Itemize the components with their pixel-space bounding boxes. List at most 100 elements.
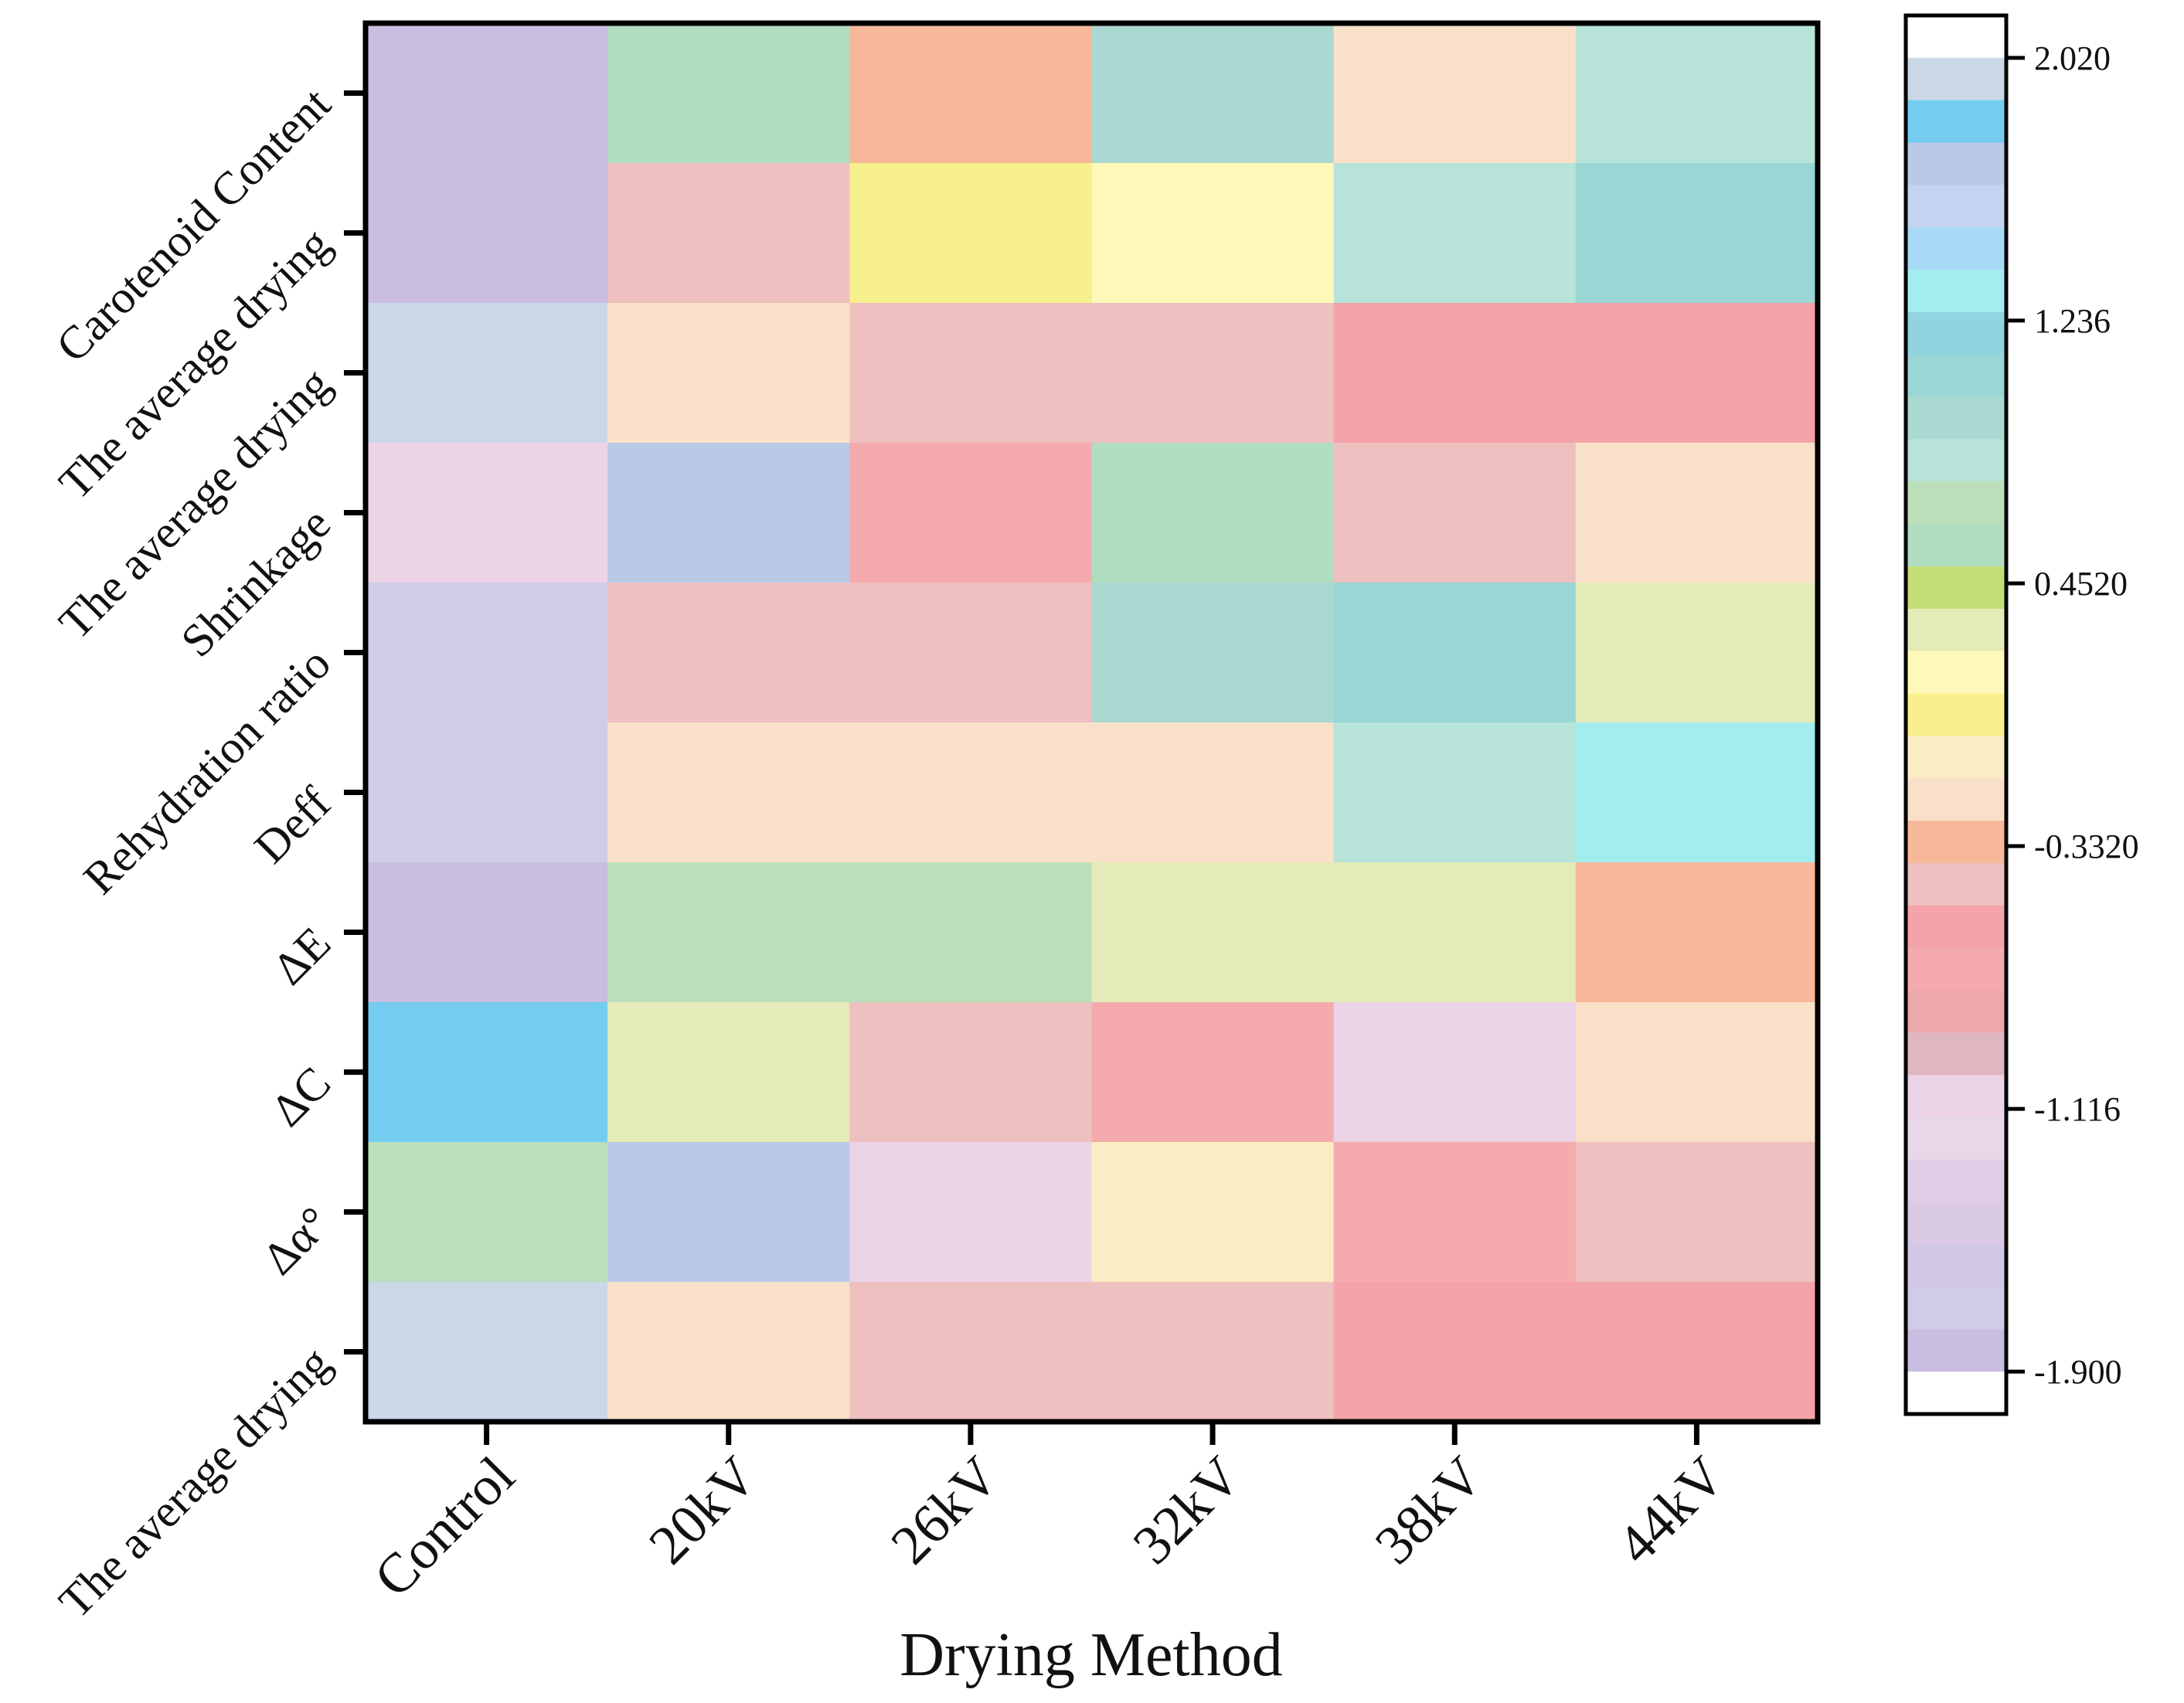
- heatmap-cell: [1333, 163, 1577, 304]
- heatmap-cell: [849, 1142, 1093, 1283]
- heatmap-cell: [607, 1282, 850, 1423]
- colorbar-frame: [1903, 13, 2009, 1416]
- heatmap-cell: [1575, 303, 1818, 444]
- colorbar-band: [1906, 311, 2006, 355]
- colorbar-band: [1906, 736, 2006, 779]
- colorbar-band: [1906, 524, 2006, 567]
- y-tick-label: The average drying: [49, 1337, 340, 1627]
- heatmap-cell: [1333, 862, 1577, 1003]
- heatmap-cell: [1333, 1282, 1577, 1423]
- colorbar-band: [1906, 57, 2006, 101]
- heatmap-cell: [607, 1142, 850, 1283]
- heatmap-cell: [849, 583, 1093, 723]
- x-tick-label: 20kV: [637, 1445, 768, 1576]
- x-tick-label: 44kV: [1605, 1445, 1737, 1576]
- colorbar-band: [1906, 566, 2006, 610]
- heatmap-cell: [849, 163, 1093, 304]
- heatmap-cell: [1575, 722, 1818, 863]
- heatmap-cell: [1091, 303, 1335, 444]
- colorbar-band: [1906, 862, 2006, 906]
- heatmap-cell: [607, 23, 850, 164]
- heatmap-cell: [1091, 1002, 1335, 1143]
- x-tick-label: 38kV: [1363, 1445, 1495, 1576]
- colorbar-band: [1906, 185, 2006, 228]
- colorbar-band: [1906, 1372, 2006, 1415]
- colorbar-band: [1906, 651, 2006, 695]
- colorbar-band: [1906, 1032, 2006, 1076]
- colorbar-band: [1906, 142, 2006, 185]
- heatmap-cells: [366, 23, 1818, 1423]
- heatmap-cell: [366, 443, 608, 583]
- heatmap-cell: [1091, 443, 1335, 583]
- heatmap-cell: [1575, 23, 1818, 164]
- colorbar-band: [1906, 396, 2006, 440]
- heatmap-cell: [1333, 303, 1577, 444]
- colorbar-band: [1906, 15, 2006, 59]
- heatmap-cell: [366, 1142, 608, 1283]
- heatmap-cell: [366, 303, 608, 444]
- colorbar-band: [1906, 100, 2006, 144]
- heatmap-cell: [1333, 23, 1577, 164]
- colorbar-band: [1906, 270, 2006, 313]
- heatmap-cell: [1575, 583, 1818, 723]
- colorbar-band: [1906, 354, 2006, 398]
- colorbar-band: [1906, 227, 2006, 270]
- colorbar-band: [1906, 821, 2006, 864]
- heatmap-cell: [1333, 443, 1577, 583]
- y-tick-label: The average drying: [49, 218, 340, 508]
- heatmap-cell: [849, 303, 1093, 444]
- colorbar: 2.020 1.236 0.4520 -0.3320 -1.116 -1.900: [1903, 13, 2139, 1416]
- heatmap-cell: [607, 862, 850, 1003]
- y-tick-label: ΔE: [263, 917, 340, 994]
- heatmap-cell: [607, 1002, 850, 1143]
- x-tick-label: Control: [362, 1445, 526, 1609]
- x-axis: Control 20kV 26kV 32kV 38kV 44kV: [362, 1422, 1737, 1609]
- y-tick-label: Δα°: [253, 1197, 340, 1284]
- colorbar-band: [1906, 1117, 2006, 1161]
- heatmap-cell: [1091, 163, 1335, 304]
- colorbar-tick-label: 2.020: [2034, 39, 2111, 77]
- heatmap-cell: [1091, 583, 1335, 723]
- y-tick-label: ΔC: [261, 1057, 340, 1136]
- heatmap-cell: [849, 23, 1093, 164]
- heatmap-cell: [366, 163, 608, 304]
- y-tick-label: The average drying: [49, 358, 340, 648]
- heatmap-cell: [1091, 1282, 1335, 1423]
- heatmap-cell: [849, 1282, 1093, 1423]
- colorbar-band: [1906, 439, 2006, 482]
- colorbar-tick-label: 1.236: [2034, 302, 2111, 340]
- colorbar-band: [1906, 1287, 2006, 1330]
- y-tick-label: Deff: [245, 777, 341, 873]
- heatmap-cell: [1091, 862, 1335, 1003]
- heatmap-cell: [366, 23, 608, 164]
- heatmap-cell: [1091, 1142, 1335, 1283]
- heatmap-cell: [366, 1282, 608, 1423]
- colorbar-band: [1906, 481, 2006, 525]
- y-tick-label: Rehydration ratio: [73, 637, 340, 904]
- plot-frame: [362, 20, 1821, 1425]
- heatmap-cell: [366, 1002, 608, 1143]
- heatmap-cell: [1333, 1002, 1577, 1143]
- heatmap-cell: [849, 443, 1093, 583]
- heatmap-cell: [607, 163, 850, 304]
- colorbar-band: [1906, 1202, 2006, 1246]
- heatmap-cell: [1333, 722, 1577, 863]
- colorbar-band: [1906, 608, 2006, 652]
- heatmap-cell: [366, 583, 608, 723]
- heatmap-cell: [1575, 163, 1818, 304]
- heatmap-cell: [1575, 862, 1818, 1003]
- colorbar-band: [1906, 1329, 2006, 1372]
- heatmap-cell: [1333, 1142, 1577, 1283]
- colorbar-band: [1906, 947, 2006, 991]
- heatmap-cell: [1575, 1142, 1818, 1283]
- colorbar-band: [1906, 1244, 2006, 1288]
- colorbar-band: [1906, 693, 2006, 737]
- colorbar-tick-label: 0.4520: [2034, 565, 2128, 603]
- heatmap-cell: [1333, 583, 1577, 723]
- heatmap-cell: [366, 862, 608, 1003]
- heatmap-cell: [849, 862, 1093, 1003]
- heatmap-cell: [1575, 1002, 1818, 1143]
- heatmap-cell: [1091, 722, 1335, 863]
